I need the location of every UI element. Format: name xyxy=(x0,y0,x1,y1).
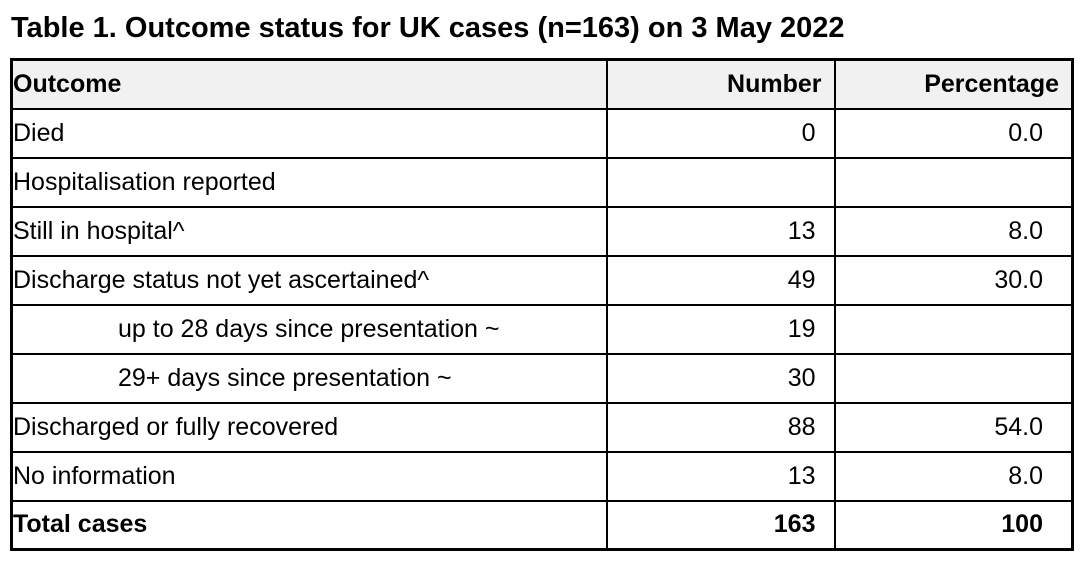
table-row: Total cases 163 100 xyxy=(10,499,1074,551)
percentage-cell: 8.0 xyxy=(833,205,1074,257)
percentage-cell: 30.0 xyxy=(833,254,1074,306)
number-cell: 49 xyxy=(605,254,836,306)
page-title: Table 1. Outcome status for UK cases (n=… xyxy=(11,12,845,44)
outcome-cell: 29+ days since presentation ~ xyxy=(10,352,608,404)
number-cell xyxy=(605,156,836,208)
outcome-cell: Discharge status not yet ascertained^ xyxy=(10,254,608,306)
table-row: Discharge status not yet ascertained^ 49… xyxy=(10,254,1074,306)
number-cell: 30 xyxy=(605,352,836,404)
column-header-percentage: Percentage xyxy=(833,58,1074,110)
outcome-cell: Discharged or fully recovered xyxy=(10,401,608,453)
outcome-cell: No information xyxy=(10,450,608,502)
percentage-cell: 100 xyxy=(833,499,1074,551)
outcome-cell: up to 28 days since presentation ~ xyxy=(10,303,608,355)
number-cell: 88 xyxy=(605,401,836,453)
column-header-number: Number xyxy=(605,58,836,110)
table-row: Still in hospital^ 13 8.0 xyxy=(10,205,1074,257)
number-cell: 13 xyxy=(605,450,836,502)
percentage-cell: 0.0 xyxy=(833,107,1074,159)
table-row: Died 0 0.0 xyxy=(10,107,1074,159)
outcome-cell: Hospitalisation reported xyxy=(10,156,608,208)
table-row: Discharged or fully recovered 88 54.0 xyxy=(10,401,1074,453)
percentage-cell xyxy=(833,156,1074,208)
outcome-cell: Died xyxy=(10,107,608,159)
number-cell: 13 xyxy=(605,205,836,257)
page: Table 1. Outcome status for UK cases (n=… xyxy=(10,12,1074,551)
number-cell: 163 xyxy=(605,499,836,551)
outcome-cell: Total cases xyxy=(10,499,608,551)
percentage-cell: 8.0 xyxy=(833,450,1074,502)
table-row: No information 13 8.0 xyxy=(10,450,1074,502)
percentage-cell: 54.0 xyxy=(833,401,1074,453)
number-cell: 0 xyxy=(605,107,836,159)
table-row: 29+ days since presentation ~ 30 xyxy=(10,352,1074,404)
percentage-cell xyxy=(833,303,1074,355)
table-row: up to 28 days since presentation ~ 19 xyxy=(10,303,1074,355)
table-row: Hospitalisation reported xyxy=(10,156,1074,208)
column-header-outcome: Outcome xyxy=(10,58,608,110)
percentage-cell xyxy=(833,352,1074,404)
outcome-table: Outcome Number Percentage Died 0 0.0 Hos… xyxy=(10,58,1074,551)
table-body: Died 0 0.0 Hospitalisation reported Stil… xyxy=(10,107,1074,551)
number-cell: 19 xyxy=(605,303,836,355)
outcome-cell: Still in hospital^ xyxy=(10,205,608,257)
header-row: Outcome Number Percentage xyxy=(10,58,1074,110)
